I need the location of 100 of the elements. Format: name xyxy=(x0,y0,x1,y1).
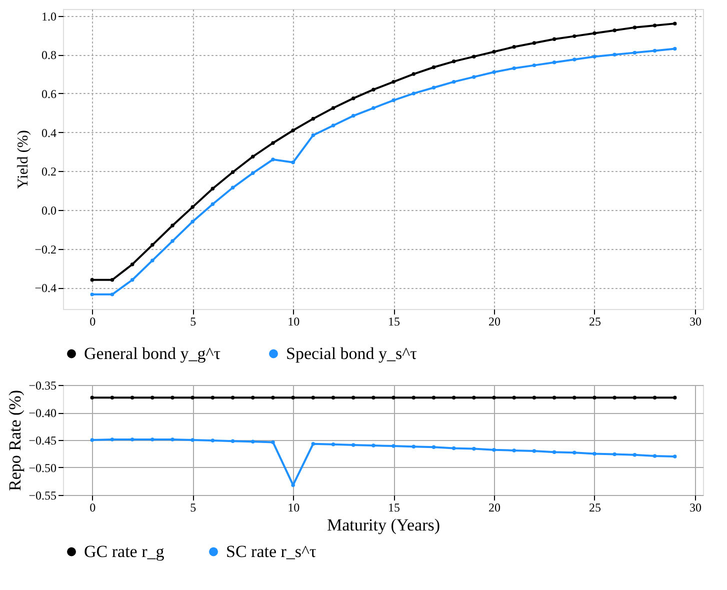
point xyxy=(532,449,536,453)
point xyxy=(311,442,316,446)
point xyxy=(572,34,576,38)
point xyxy=(271,141,275,145)
y-tick-label: −0.40 xyxy=(28,406,56,420)
point xyxy=(552,450,556,454)
point xyxy=(351,443,356,447)
point xyxy=(392,396,396,400)
point xyxy=(150,258,154,262)
point xyxy=(612,396,616,400)
point xyxy=(612,452,616,456)
point xyxy=(412,92,416,96)
point xyxy=(652,24,657,28)
point xyxy=(90,278,94,282)
point xyxy=(452,60,456,64)
x-tick-label: 30 xyxy=(689,314,702,328)
point xyxy=(351,396,356,400)
point xyxy=(472,75,476,79)
point xyxy=(130,396,134,400)
x-tick-label: 0 xyxy=(90,500,96,514)
point xyxy=(271,440,275,444)
point xyxy=(190,205,194,209)
point xyxy=(351,96,356,100)
x-tick-label: 10 xyxy=(288,500,300,514)
y-axis-title: Yield (%) xyxy=(16,130,32,189)
point xyxy=(90,438,94,442)
point xyxy=(472,396,476,400)
point xyxy=(512,44,516,49)
point xyxy=(592,452,596,456)
x-tick-label: 20 xyxy=(488,314,501,328)
point xyxy=(271,396,275,400)
point xyxy=(492,70,496,74)
legend-label: GC rate r_g xyxy=(84,542,165,561)
point xyxy=(190,220,194,224)
point xyxy=(90,292,94,296)
point xyxy=(532,41,536,45)
point xyxy=(372,396,376,400)
point xyxy=(472,446,476,451)
point xyxy=(432,396,436,400)
point xyxy=(210,396,215,400)
point xyxy=(432,86,436,90)
point xyxy=(452,80,456,84)
point xyxy=(652,396,657,400)
point xyxy=(190,438,194,442)
point xyxy=(552,396,556,400)
point xyxy=(210,186,215,190)
point xyxy=(632,50,637,55)
point xyxy=(110,292,114,296)
point xyxy=(331,442,336,446)
point xyxy=(432,65,436,70)
point xyxy=(632,452,637,457)
point xyxy=(170,396,174,400)
point xyxy=(90,396,94,400)
legend-label: General bond y_g^τ xyxy=(84,344,221,363)
point xyxy=(170,239,174,243)
x-tick-label: 25 xyxy=(588,314,601,328)
point xyxy=(592,54,596,58)
y-tick-label: 0.6 xyxy=(42,86,56,101)
point xyxy=(672,454,677,458)
point xyxy=(150,438,154,442)
point xyxy=(672,396,677,400)
x-tick-label: 0 xyxy=(90,314,96,328)
point xyxy=(572,450,576,455)
point xyxy=(392,98,396,102)
point xyxy=(372,88,376,92)
point xyxy=(311,116,316,121)
point xyxy=(251,171,255,175)
point xyxy=(210,438,215,442)
point xyxy=(170,224,174,228)
x-tick-label: 15 xyxy=(388,500,400,514)
point xyxy=(251,396,255,400)
point xyxy=(291,128,295,132)
point xyxy=(351,114,356,118)
point xyxy=(452,446,456,450)
point xyxy=(432,445,436,450)
point xyxy=(652,454,657,458)
legend-label: Special bond y_s^τ xyxy=(286,344,418,363)
y-tick-label: 0.8 xyxy=(42,48,56,62)
point xyxy=(612,52,616,56)
point xyxy=(572,58,576,62)
point xyxy=(291,396,295,400)
point xyxy=(130,262,134,266)
point xyxy=(130,438,134,442)
point xyxy=(110,438,114,442)
point xyxy=(150,243,154,247)
y-tick-label: −0.4 xyxy=(34,281,56,296)
x-tick-label: 15 xyxy=(388,314,400,328)
point xyxy=(512,448,516,452)
point xyxy=(572,396,576,400)
y-tick-label: −0.45 xyxy=(28,434,56,448)
point xyxy=(291,483,295,487)
y-tick-label: −0.50 xyxy=(28,461,56,475)
point xyxy=(492,50,496,54)
point xyxy=(532,396,536,400)
point xyxy=(230,170,235,174)
point xyxy=(291,160,295,164)
point xyxy=(512,66,516,70)
point xyxy=(392,444,396,448)
point xyxy=(372,106,376,110)
x-axis-title: Maturity (Years) xyxy=(326,516,440,534)
